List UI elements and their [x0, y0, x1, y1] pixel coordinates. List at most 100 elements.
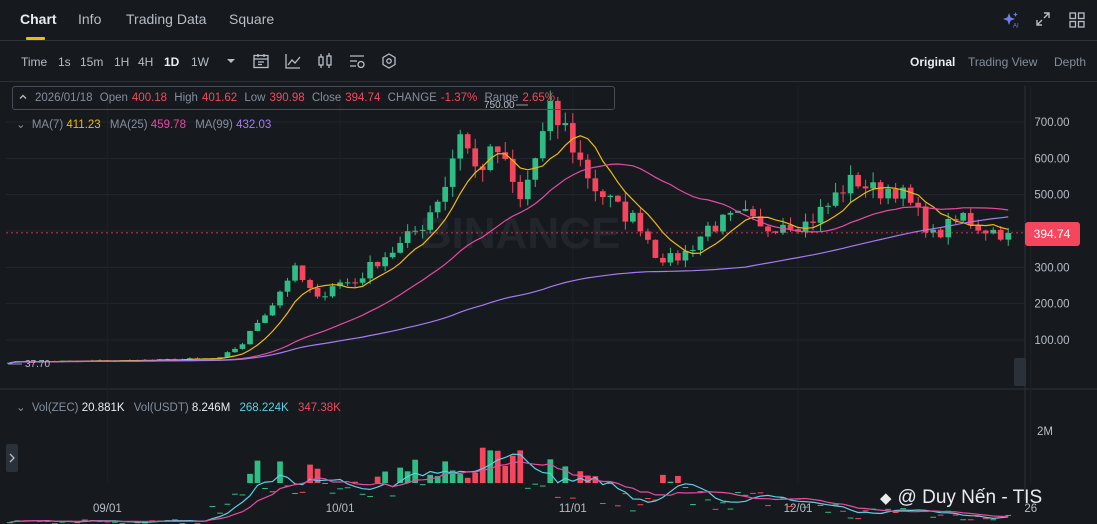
candle-body [299, 265, 306, 280]
candle-body [397, 242, 403, 253]
candle-body [922, 206, 929, 233]
ma7-label: MA(7) [31, 119, 64, 131]
candle-body [472, 148, 479, 167]
volume-bar [569, 497, 576, 499]
candle-body [817, 206, 824, 223]
expand-left-panel-button[interactable] [6, 444, 18, 472]
volume-bar [885, 508, 891, 510]
view-original[interactable]: Original [910, 55, 956, 69]
timeframe-time[interactable]: Time [21, 55, 48, 69]
volume-bar [239, 494, 246, 496]
collapse-chevron-icon[interactable] [18, 92, 28, 102]
volume-bar [712, 508, 719, 510]
candle-body [690, 249, 696, 251]
hexagon-settings-icon[interactable] [380, 52, 398, 70]
volume-bar [524, 487, 531, 489]
candle-body [547, 100, 554, 132]
volume-bar [832, 504, 839, 506]
candle-body [232, 348, 238, 353]
candle-body [569, 123, 576, 153]
volume-bar [277, 461, 283, 483]
tab-info[interactable]: Info [78, 11, 102, 27]
volume-bar [607, 483, 614, 485]
candle-body [517, 181, 524, 200]
calendar-icon[interactable] [252, 52, 270, 70]
candle-body [900, 187, 906, 199]
volume-bar [892, 512, 899, 514]
vol-zec-value: 20.881K [81, 402, 125, 414]
volume-bar [412, 459, 419, 483]
price-tick-label: 100.00 [1034, 335, 1069, 347]
price-axis: 700.00600.00500.00400.00300.00200.00100.… [1034, 117, 1069, 438]
candle-body [389, 252, 396, 258]
candle-body [442, 186, 449, 202]
volume-bar [209, 506, 216, 508]
candle-body [675, 253, 681, 261]
volume-bar [720, 502, 726, 504]
tab-square[interactable]: Square [229, 11, 275, 27]
timeframe-15m[interactable]: 15m [80, 55, 104, 69]
tab-chart[interactable]: Chart [20, 11, 57, 27]
view-trading-view[interactable]: Trading View [968, 55, 1038, 69]
candle-body [592, 178, 599, 192]
volume-bar [104, 521, 111, 523]
high-value: 401.62 [201, 92, 238, 104]
timeframe-1s[interactable]: 1s [58, 55, 71, 69]
candle-body [945, 218, 952, 238]
volume-bar [442, 461, 449, 483]
volume-bar [690, 504, 696, 506]
timeframe-1d[interactable]: 1D [164, 55, 180, 69]
timeframe-4h[interactable]: 4H [138, 55, 154, 69]
active-tab-indicator [26, 37, 45, 40]
expand-icon[interactable] [1035, 11, 1051, 27]
volume-bar [397, 467, 403, 483]
volume-bar [667, 481, 674, 483]
timeframe-1h[interactable]: 1H [114, 55, 130, 69]
line-chart-icon[interactable] [284, 52, 302, 70]
candle-body [855, 174, 861, 187]
axis-settings-button[interactable] [1014, 358, 1026, 386]
chart-toolbar: Time 1s 15m 1H 4H 1D 1W Original Trading… [0, 41, 1097, 82]
volume-bar [652, 499, 659, 501]
ai-sparkle-icon[interactable]: AI [1002, 11, 1020, 29]
candlestick-icon[interactable] [316, 52, 334, 70]
candle-body [847, 174, 854, 194]
candle-body [645, 231, 651, 240]
volume-bar [930, 516, 937, 518]
candle-body [449, 158, 456, 187]
tab-trading-data[interactable]: Trading Data [126, 11, 207, 27]
moving-average-lines [6, 135, 1025, 364]
chevron-right-icon[interactable] [8, 452, 16, 464]
open-value: 400.18 [131, 92, 168, 104]
candle-body [277, 291, 283, 306]
candle-body [464, 134, 471, 149]
high-label: High [174, 92, 198, 104]
volume-bar [847, 517, 854, 519]
binance-logo-icon: ◆ [880, 490, 892, 507]
volume-bar [727, 508, 734, 510]
volume-bar [337, 488, 343, 490]
volume-bar [817, 504, 824, 506]
volume-bar [554, 496, 561, 498]
open-label: Open [99, 92, 128, 104]
candle-body [307, 279, 313, 288]
candle-body [825, 205, 831, 207]
candle-body [247, 330, 253, 345]
candle-body [532, 158, 539, 180]
candle-body [877, 182, 884, 199]
layout-grid-icon[interactable] [1068, 11, 1086, 29]
timeframe-1w[interactable]: 1W [191, 55, 209, 69]
candle-body [224, 352, 231, 358]
indicator-settings-icon[interactable] [348, 52, 366, 70]
ma7-value: 411.23 [66, 119, 101, 131]
volume-bar [172, 519, 178, 521]
view-depth[interactable]: Depth [1054, 55, 1087, 69]
volume-bar [509, 455, 516, 483]
candle-body [599, 191, 606, 198]
candle-body [494, 146, 501, 153]
time-tick-label: 26 [1024, 503, 1037, 515]
volume-bar [307, 464, 313, 483]
dropdown-caret-icon[interactable] [222, 52, 240, 70]
candle-body [419, 229, 426, 231]
